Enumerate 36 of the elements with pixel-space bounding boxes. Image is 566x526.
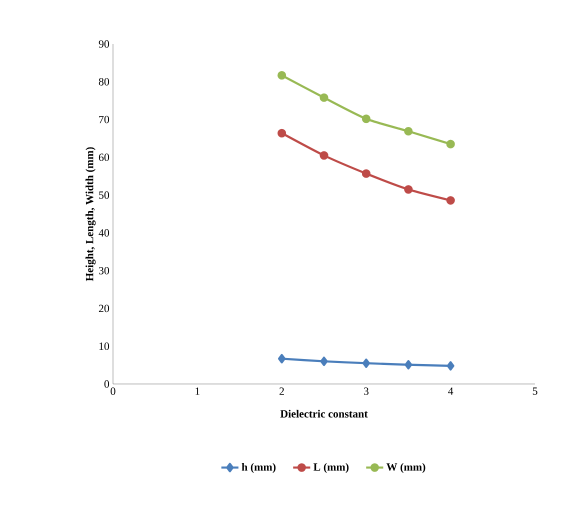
x-tick-label: 3 xyxy=(364,388,369,395)
point xyxy=(320,356,328,366)
y-tick-label: 0 xyxy=(104,380,110,388)
point xyxy=(277,71,286,80)
x-tick-label: 0 xyxy=(110,388,116,395)
y-tick-label: 10 xyxy=(99,342,110,350)
point xyxy=(404,126,413,136)
point xyxy=(362,169,370,178)
point xyxy=(320,93,328,102)
x-tick-label: 4 xyxy=(448,388,454,395)
y-tick-label: 50 xyxy=(99,191,110,199)
y-axis-title: Height, Length, Width (mm) xyxy=(86,147,96,282)
x-tick-label: 1 xyxy=(196,388,200,395)
point xyxy=(446,140,455,148)
y-tick-label: 40 xyxy=(98,229,110,237)
y-tick-label: 80 xyxy=(98,78,110,86)
point xyxy=(404,360,412,370)
point xyxy=(278,354,286,364)
point xyxy=(277,128,286,138)
point xyxy=(362,114,370,124)
point xyxy=(446,361,454,371)
x-tick-label: 2 xyxy=(280,388,284,395)
legend-label: W (mm) xyxy=(386,463,426,473)
x-tick-label: 5 xyxy=(532,388,538,395)
x-axis-title: Dielectric constant xyxy=(280,410,368,418)
legend-label: L (mm) xyxy=(314,463,349,473)
point xyxy=(362,358,370,368)
y-tick-label: 70 xyxy=(99,116,110,124)
point xyxy=(320,151,328,160)
y-tick-label: 90 xyxy=(98,40,110,48)
y-tick-label: 60 xyxy=(98,154,110,162)
point xyxy=(446,196,455,205)
y-tick-label: 30 xyxy=(99,266,110,274)
point xyxy=(404,185,413,194)
y-tick-label: 20 xyxy=(98,304,110,312)
legend-label: h (mm) xyxy=(242,463,276,473)
